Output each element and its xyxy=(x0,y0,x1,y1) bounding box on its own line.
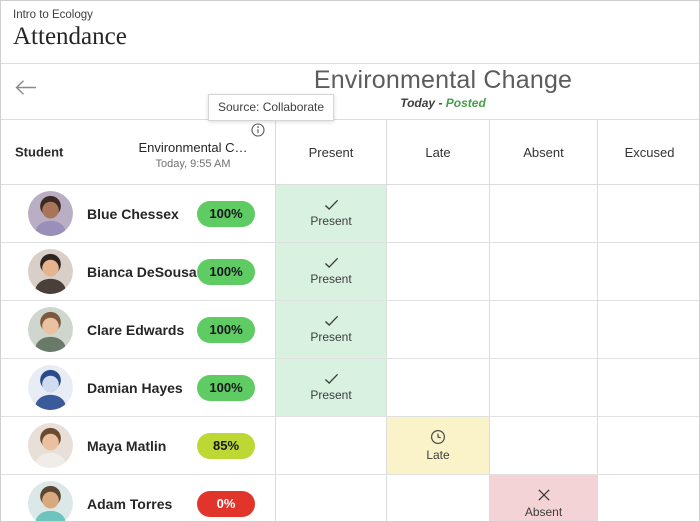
column-header-excused: Excused xyxy=(597,120,699,184)
student-column-label: Student xyxy=(15,144,64,160)
student-name: Bianca DeSousa xyxy=(87,263,197,280)
student-cell: Blue Chessex 100% xyxy=(1,185,275,242)
attendance-cell-absent[interactable] xyxy=(489,185,597,242)
student-row: Clare Edwards 100% Present xyxy=(1,301,699,359)
meeting-title-block: Environmental Change Today - Posted xyxy=(187,66,699,110)
student-name: Maya Matlin xyxy=(87,437,167,454)
check-icon xyxy=(324,315,339,327)
attendance-cell-absent[interactable]: Absent xyxy=(489,475,597,521)
page-title: Attendance xyxy=(13,23,127,50)
attendance-cell-excused[interactable] xyxy=(597,243,699,300)
meeting-posted-status: Posted xyxy=(445,95,486,110)
attendance-cell-late[interactable] xyxy=(386,301,489,358)
student-row: Maya Matlin 85% Late xyxy=(1,417,699,475)
attendance-score-pill: 0% xyxy=(197,490,255,517)
student-name: Adam Torres xyxy=(87,495,173,512)
student-cell: Maya Matlin 85% xyxy=(1,417,275,474)
student-row: Adam Torres 0% Absent xyxy=(1,475,699,521)
attendance-cell-late[interactable] xyxy=(386,359,489,416)
attendance-score-pill: 100% xyxy=(197,258,255,285)
attendance-cell-present[interactable]: Present xyxy=(275,243,386,300)
student-cell: Clare Edwards 100% xyxy=(1,301,275,358)
attendance-cell-excused[interactable] xyxy=(597,301,699,358)
course-name: Intro to Ecology xyxy=(13,9,93,21)
meeting-column-time: Today, 9:55 AM xyxy=(155,158,231,170)
meeting-header: Environmental Change Today - Posted Sour… xyxy=(1,64,699,121)
meeting-subtitle: Today - Posted xyxy=(187,96,699,110)
student-cell: Damian Hayes 100% xyxy=(1,359,275,416)
attendance-cell-late[interactable]: Late xyxy=(386,417,489,474)
page-header: Intro to Ecology Attendance xyxy=(1,1,699,64)
meeting-column-title: Environmental C… xyxy=(138,140,248,155)
table-header-row: Student Environmental C… Today, 9:55 AM … xyxy=(1,120,699,185)
student-row: Bianca DeSousa 100% Present xyxy=(1,243,699,301)
column-header-present: Present xyxy=(275,120,386,184)
student-name: Clare Edwards xyxy=(87,321,185,338)
student-row: Damian Hayes 100% Present xyxy=(1,359,699,417)
attendance-score-pill: 100% xyxy=(197,374,255,401)
attendance-cell-absent[interactable] xyxy=(489,359,597,416)
avatar xyxy=(28,307,73,352)
attendance-cell-excused[interactable] xyxy=(597,185,699,242)
meeting-column-header: Environmental C… Today, 9:55 AM xyxy=(115,123,271,170)
attendance-cell-excused[interactable] xyxy=(597,475,699,521)
student-cell: Adam Torres 0% xyxy=(1,475,275,521)
check-icon xyxy=(324,373,339,385)
attendance-cell-late[interactable] xyxy=(386,185,489,242)
student-name: Damian Hayes xyxy=(87,379,183,396)
attendance-score-pill: 100% xyxy=(197,200,255,227)
avatar xyxy=(28,249,73,294)
attendance-cell-present[interactable]: Present xyxy=(275,185,386,242)
status-label: Absent xyxy=(524,505,563,519)
avatar xyxy=(28,191,73,236)
attendance-cell-present[interactable]: Present xyxy=(275,359,386,416)
student-header-cell: Student Environmental C… Today, 9:55 AM xyxy=(1,120,275,184)
x-icon xyxy=(537,488,551,502)
attendance-score-pill: 100% xyxy=(197,316,255,343)
attendance-cell-present[interactable] xyxy=(275,475,386,521)
status-label: Present xyxy=(310,388,352,402)
student-name: Blue Chessex xyxy=(87,205,179,222)
avatar xyxy=(28,365,73,410)
back-arrow-icon xyxy=(14,80,38,99)
check-icon xyxy=(324,199,339,211)
student-cell: Bianca DeSousa 100% xyxy=(1,243,275,300)
attendance-table: Student Environmental C… Today, 9:55 AM … xyxy=(1,119,699,521)
avatar xyxy=(28,423,73,468)
attendance-cell-late[interactable] xyxy=(386,475,489,521)
meeting-separator: - xyxy=(438,95,443,110)
attendance-cell-absent[interactable] xyxy=(489,301,597,358)
back-button[interactable] xyxy=(13,79,39,99)
status-label: Present xyxy=(310,272,352,286)
attendance-cell-present[interactable]: Present xyxy=(275,301,386,358)
status-label: Late xyxy=(426,448,450,462)
attendance-cell-late[interactable] xyxy=(386,243,489,300)
attendance-cell-excused[interactable] xyxy=(597,417,699,474)
attendance-cell-absent[interactable] xyxy=(489,243,597,300)
source-tooltip: Source: Collaborate xyxy=(208,94,335,121)
meeting-title: Environmental Change xyxy=(313,66,573,94)
info-icon[interactable] xyxy=(251,123,265,141)
status-label: Present xyxy=(310,330,352,344)
column-header-absent: Absent xyxy=(489,120,597,184)
student-row: Blue Chessex 100% Present xyxy=(1,185,699,243)
attendance-cell-excused[interactable] xyxy=(597,359,699,416)
check-icon xyxy=(324,257,339,269)
meeting-date: Today xyxy=(400,95,436,110)
attendance-score-pill: 85% xyxy=(197,432,255,459)
column-header-late: Late xyxy=(386,120,489,184)
avatar xyxy=(28,481,73,521)
status-label: Present xyxy=(310,214,352,228)
clock-icon xyxy=(430,429,446,445)
attendance-cell-absent[interactable] xyxy=(489,417,597,474)
attendance-cell-present[interactable] xyxy=(275,417,386,474)
